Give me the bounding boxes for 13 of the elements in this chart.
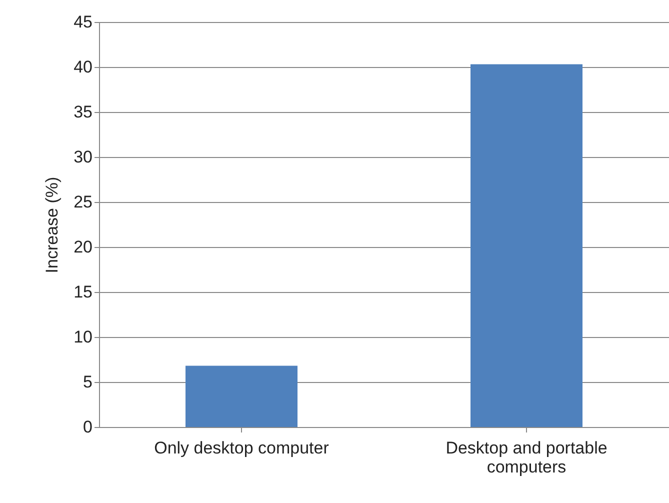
y-tick-label: 35 bbox=[74, 102, 92, 122]
y-tick-label: 15 bbox=[74, 282, 92, 302]
y-tick-label: 5 bbox=[83, 372, 92, 392]
y-axis-title: Increase (%) bbox=[42, 176, 62, 274]
x-tick-label: Desktop and portable computers bbox=[446, 438, 608, 476]
y-tick-label: 10 bbox=[74, 328, 92, 346]
y-tick-label: 40 bbox=[74, 58, 92, 76]
y-tick-label: 0 bbox=[83, 418, 92, 436]
y-tick-label: 30 bbox=[74, 148, 92, 166]
y-tick-label: 25 bbox=[74, 192, 92, 212]
y-tick-label: 20 bbox=[74, 238, 92, 256]
y-tick-label: 45 bbox=[74, 12, 92, 32]
x-tick-label: Only desktop computer bbox=[154, 438, 330, 458]
